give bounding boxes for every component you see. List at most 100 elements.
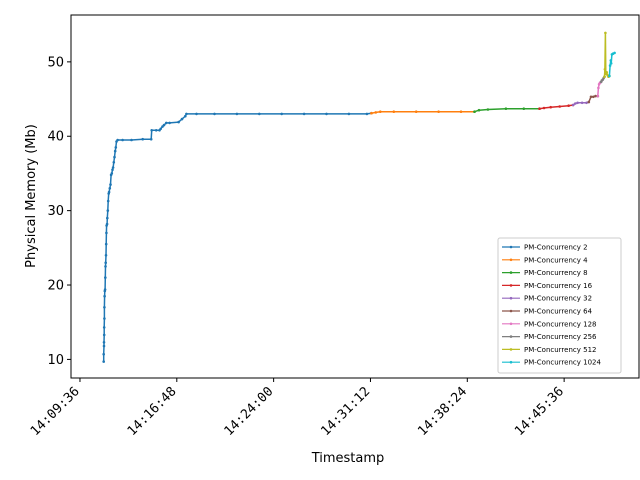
legend-label: PM-Concurrency 16: [524, 282, 593, 290]
legend-entry: PM-Concurrency 128: [502, 320, 596, 328]
data-point: [414, 110, 418, 113]
y-tick-label: 20: [47, 279, 64, 294]
data-point: [347, 112, 351, 116]
data-point: [302, 112, 306, 116]
data-point: [141, 137, 144, 141]
data-point: [522, 107, 526, 110]
legend-marker: [509, 322, 513, 326]
y-tick-label: 30: [47, 204, 64, 219]
x-axis-ticks: 14:09:36 14:16:48 14:24:00 14:31:12 14:38:24…: [28, 378, 567, 439]
data-point: [105, 231, 108, 235]
x-tick-label: 14:38:24: [415, 384, 470, 439]
y-tick-label: 10: [47, 353, 64, 368]
data-point: [608, 74, 611, 78]
data-point: [549, 105, 552, 109]
data-point: [477, 108, 481, 112]
data-point: [608, 64, 612, 67]
series-layer: [102, 31, 616, 363]
legend-label: PM-Concurrency 32: [524, 295, 592, 303]
data-point: [459, 110, 463, 113]
legend-entry: PM-Concurrency 8: [502, 269, 588, 277]
data-point: [107, 190, 111, 194]
legend-marker: [509, 271, 513, 274]
data-point: [603, 75, 606, 78]
legend-marker: [509, 258, 513, 262]
data-point: [110, 172, 114, 175]
legend-label: PM-Concurrency 64: [524, 308, 593, 316]
legend-marker: [509, 360, 513, 364]
data-point: [106, 216, 109, 220]
data-point: [370, 111, 373, 115]
data-point: [104, 276, 107, 279]
y-tick-label: 40: [47, 130, 64, 145]
data-point: [106, 199, 110, 203]
series-1: [102, 111, 373, 363]
legend-marker: [509, 284, 513, 287]
data-point: [184, 114, 187, 118]
data-point: [589, 95, 593, 99]
data-point: [280, 112, 284, 116]
data-point: [102, 352, 105, 356]
series-2: [370, 110, 476, 115]
data-point: [604, 31, 607, 35]
data-point: [473, 110, 476, 113]
data-point: [235, 112, 239, 116]
data-point: [558, 105, 561, 108]
data-point: [258, 112, 261, 116]
data-point: [121, 138, 124, 142]
data-point: [104, 261, 107, 265]
data-point: [103, 288, 107, 291]
data-point: [609, 62, 613, 65]
x-tick-label: 14:31:12: [318, 384, 373, 439]
legend-label: PM-Concurrency 1024: [524, 359, 601, 367]
data-point: [613, 51, 616, 55]
data-point: [605, 71, 608, 74]
legend-marker: [509, 348, 513, 351]
data-point: [154, 129, 158, 132]
data-point: [325, 112, 328, 116]
legend-entry: PM-Concurrency 32: [502, 295, 592, 303]
data-point: [105, 222, 109, 226]
legend-entry: PM-Concurrency 1024: [502, 359, 601, 367]
data-point: [103, 306, 106, 309]
legend: PM-Concurrency 2 PM-Concurrency 4 PM-Concu…: [497, 237, 622, 374]
data-point: [486, 108, 490, 111]
data-point: [168, 121, 171, 125]
x-tick-label: 14:16:48: [125, 384, 180, 439]
data-point: [165, 121, 168, 125]
data-point: [195, 112, 198, 116]
data-point: [162, 123, 166, 127]
data-point: [112, 161, 116, 164]
legend-label: PM-Concurrency 8: [524, 269, 588, 277]
data-point: [109, 183, 112, 186]
legend-label: PM-Concurrency 256: [524, 333, 597, 341]
data-point: [104, 254, 108, 257]
data-point: [571, 103, 575, 107]
y-axis-title: Physical Memory (Mb): [24, 124, 39, 268]
data-point: [106, 209, 110, 212]
data-point: [177, 120, 180, 124]
legend-entry: PM-Concurrency 16: [502, 282, 593, 290]
data-point: [213, 112, 216, 116]
data-point: [104, 265, 107, 268]
legend-entry: PM-Concurrency 512: [502, 346, 596, 354]
data-point: [374, 111, 378, 114]
data-point: [114, 146, 118, 149]
data-point: [113, 155, 116, 159]
legend-entry: PM-Concurrency 2: [502, 244, 588, 252]
data-point: [102, 341, 106, 344]
data-point: [504, 107, 508, 110]
x-tick-label: 14:24:00: [222, 384, 277, 439]
legend-label: PM-Concurrency 128: [524, 320, 596, 328]
data-point: [597, 86, 600, 90]
data-point: [365, 112, 369, 116]
data-point: [180, 117, 184, 121]
data-point: [111, 166, 115, 169]
legend-box: [497, 237, 622, 374]
data-point: [567, 104, 570, 107]
data-point: [102, 333, 106, 337]
x-tick-label: 14:09:36: [28, 384, 83, 439]
data-point: [585, 101, 588, 105]
